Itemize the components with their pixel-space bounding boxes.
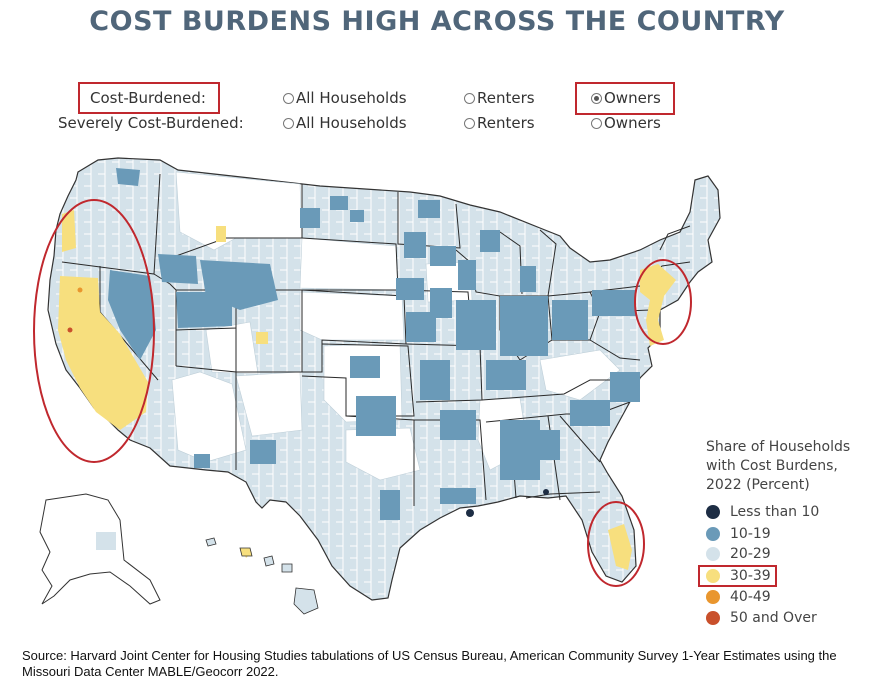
radio-severe-all-households[interactable]: All Households xyxy=(283,114,407,132)
annotation-ellipses xyxy=(33,199,692,587)
map-title: COST BURDENS HIGH ACROSS THE COUNTRY xyxy=(89,6,785,37)
radio-cost-all-households[interactable]: All Households xyxy=(283,89,407,107)
radio-label: Renters xyxy=(477,89,535,107)
legend-swatch xyxy=(706,569,720,583)
radio-cost-owners[interactable]: Owners xyxy=(591,89,661,107)
radio-selected-icon xyxy=(591,92,602,104)
radio-circle-icon xyxy=(464,117,475,129)
legend-swatch xyxy=(706,611,720,625)
radio-label: All Households xyxy=(296,89,407,107)
cost-burdened-label: Cost-Burdened: xyxy=(90,89,206,107)
legend-label: 50 and Over xyxy=(730,610,817,626)
legend-30-39-highlight-box xyxy=(698,565,777,587)
legend-item-30-39: 30-39 xyxy=(706,568,771,584)
legend-label: 20-29 xyxy=(730,546,771,562)
west-coast-highlight xyxy=(33,199,155,463)
legend-item-40-49: 40-49 xyxy=(706,589,771,605)
legend-swatch xyxy=(706,547,720,561)
radio-label: Owners xyxy=(604,89,661,107)
owners-highlight-box xyxy=(575,82,675,115)
radio-circle-icon xyxy=(591,117,602,129)
band-30-39-counties xyxy=(58,210,676,570)
radio-severe-owners[interactable]: Owners xyxy=(591,114,661,132)
legend-title-line: 2022 (Percent) xyxy=(706,477,810,493)
radio-circle-icon xyxy=(283,92,294,104)
legend-title-line: Share of Households xyxy=(706,439,851,455)
legend-swatch xyxy=(706,505,720,519)
radio-label: Owners xyxy=(604,114,661,132)
legend-label: 30-39 xyxy=(730,568,771,584)
legend-item-20-29: 20-29 xyxy=(706,546,771,562)
alaska-region xyxy=(96,532,116,550)
band-40-plus-counties xyxy=(67,287,83,333)
radio-circle-icon xyxy=(464,92,475,104)
legend-swatch xyxy=(706,527,720,541)
hawaii-islands xyxy=(205,537,319,615)
legend-title: Share of Households with Cost Burdens, 2… xyxy=(706,438,866,495)
legend-label: 10-19 xyxy=(730,526,771,542)
us-choropleth-map xyxy=(33,157,721,615)
legend-label: 40-49 xyxy=(730,589,771,605)
radio-label: Renters xyxy=(477,114,535,132)
band-10-19-counties xyxy=(108,168,640,520)
legend-item-less-than-10: Less than 10 xyxy=(706,504,819,520)
radio-label: All Households xyxy=(296,114,407,132)
legend-label: Less than 10 xyxy=(730,504,820,520)
cost-burdened-highlight-box xyxy=(78,82,220,114)
band-less-than-10-counties xyxy=(466,489,549,517)
severely-cost-burdened-label: Severely Cost-Burdened: xyxy=(58,114,244,132)
radio-cost-renters[interactable]: Renters xyxy=(464,89,535,107)
legend-title-line: with Cost Burdens, xyxy=(706,458,838,474)
florida-highlight xyxy=(587,501,645,587)
northeast-highlight xyxy=(634,259,692,345)
legend-item-10-19: 10-19 xyxy=(706,526,771,542)
legend-item-50-and-over: 50 and Over xyxy=(706,610,817,626)
source-note: Source: Harvard Joint Center for Housing… xyxy=(22,648,837,679)
radio-circle-icon xyxy=(283,117,294,129)
radio-severe-renters[interactable]: Renters xyxy=(464,114,535,132)
legend-swatch xyxy=(706,590,720,604)
